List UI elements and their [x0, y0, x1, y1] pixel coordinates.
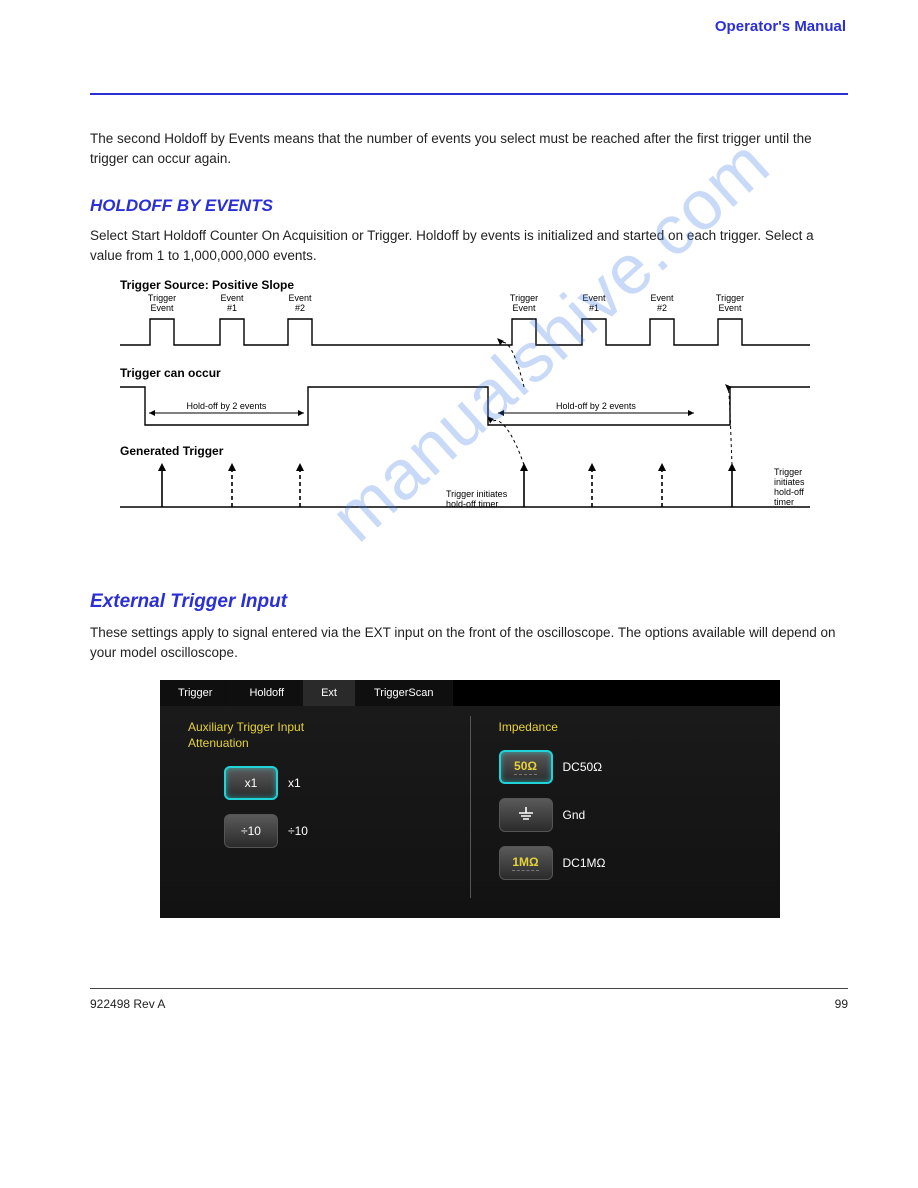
svg-text:Event: Event: [582, 293, 606, 303]
svg-text:timer: timer: [774, 497, 794, 507]
header-title: Operator's Manual: [90, 18, 846, 35]
svg-text:Trigger: Trigger: [716, 293, 744, 303]
page-footer: 922498 Rev A 99: [90, 988, 848, 1011]
panel-body: Auxiliary Trigger Input Attenuation x1x1…: [160, 706, 780, 918]
svg-text:#1: #1: [227, 303, 237, 313]
impedance-button-2[interactable]: 1MΩ: [499, 846, 553, 880]
attenuation-row-1: ÷10 ÷10: [224, 814, 452, 848]
impedance-title: Impedance: [499, 720, 763, 736]
attenuation-label-1: ÷10: [288, 824, 308, 838]
impedance-row-0: 50Ω DC50Ω: [499, 750, 763, 784]
tab-bar: TriggerHoldoffExtTriggerScan: [160, 680, 780, 706]
svg-text:Event: Event: [150, 303, 174, 313]
svg-text:initiates: initiates: [774, 477, 805, 487]
tab-holdoff[interactable]: Holdoff: [231, 680, 303, 706]
svg-text:#2: #2: [295, 303, 305, 313]
svg-text:hold-off timer: hold-off timer: [446, 499, 498, 509]
impedance-button-0[interactable]: 50Ω: [499, 750, 553, 784]
attenuation-group: Auxiliary Trigger Input Attenuation x1x1…: [160, 716, 470, 898]
svg-text:Hold-off by 2 events: Hold-off by 2 events: [556, 401, 636, 411]
tab-ext[interactable]: Ext: [303, 680, 356, 706]
impedance-label-2: DC1MΩ: [563, 856, 606, 870]
impedance-row-2: 1MΩ DC1MΩ: [499, 846, 763, 880]
impedance-row-1: Gnd: [499, 798, 763, 832]
svg-text:Event: Event: [650, 293, 674, 303]
attenuation-label-0: x1: [288, 776, 301, 790]
svg-text:Event: Event: [288, 293, 312, 303]
svg-text:Hold-off by 2 events: Hold-off by 2 events: [187, 401, 267, 411]
svg-text:Trigger: Trigger: [148, 293, 176, 303]
footer-right: 99: [835, 997, 848, 1011]
ground-icon[interactable]: [499, 798, 553, 832]
svg-text:Generated Trigger: Generated Trigger: [120, 444, 224, 458]
impedance-label-1: Gnd: [563, 808, 586, 822]
paragraph-2: Select Start Holdoff Counter On Acquisit…: [90, 226, 848, 265]
ext-trigger-panel: TriggerHoldoffExtTriggerScan Auxiliary T…: [160, 680, 780, 918]
svg-text:Event: Event: [718, 303, 742, 313]
svg-text:Event: Event: [220, 293, 244, 303]
svg-text:hold-off: hold-off: [774, 487, 804, 497]
svg-text:Trigger: Trigger: [774, 467, 802, 477]
paragraph-3: These settings apply to signal entered v…: [90, 623, 848, 662]
section-ext-title: External Trigger Input: [90, 591, 848, 613]
svg-text:Trigger initiates: Trigger initiates: [446, 489, 508, 499]
svg-text:Trigger: Trigger: [510, 293, 538, 303]
svg-text:Event: Event: [512, 303, 536, 313]
impedance-group: Impedance 50Ω DC50Ω Gnd 1MΩ DC1MΩ: [470, 716, 781, 898]
svg-text:Trigger can occur: Trigger can occur: [120, 366, 221, 380]
holdoff-timing-diagram: Trigger Source: Positive SlopeTriggerEve…: [90, 275, 830, 547]
tab-triggerscan[interactable]: TriggerScan: [356, 680, 453, 706]
paragraph-1: The second Holdoff by Events means that …: [90, 129, 848, 168]
svg-text:Trigger Source: Positive Slope: Trigger Source: Positive Slope: [120, 278, 294, 292]
footer-left: 922498 Rev A: [90, 997, 165, 1011]
attenuation-button-1[interactable]: ÷10: [224, 814, 278, 848]
impedance-label-0: DC50Ω: [563, 760, 603, 774]
svg-text:#2: #2: [657, 303, 667, 313]
svg-text:#1: #1: [589, 303, 599, 313]
header-rule: [90, 93, 848, 95]
tab-trigger[interactable]: Trigger: [160, 680, 231, 706]
section-holdoff-title: HOLDOFF BY EVENTS: [90, 196, 848, 216]
page: Operator's Manual The second Holdoff by …: [0, 0, 918, 1041]
attenuation-row-0: x1 x1: [224, 766, 452, 800]
attenuation-button-0[interactable]: x1: [224, 766, 278, 800]
attenuation-title: Auxiliary Trigger Input Attenuation: [188, 720, 452, 751]
